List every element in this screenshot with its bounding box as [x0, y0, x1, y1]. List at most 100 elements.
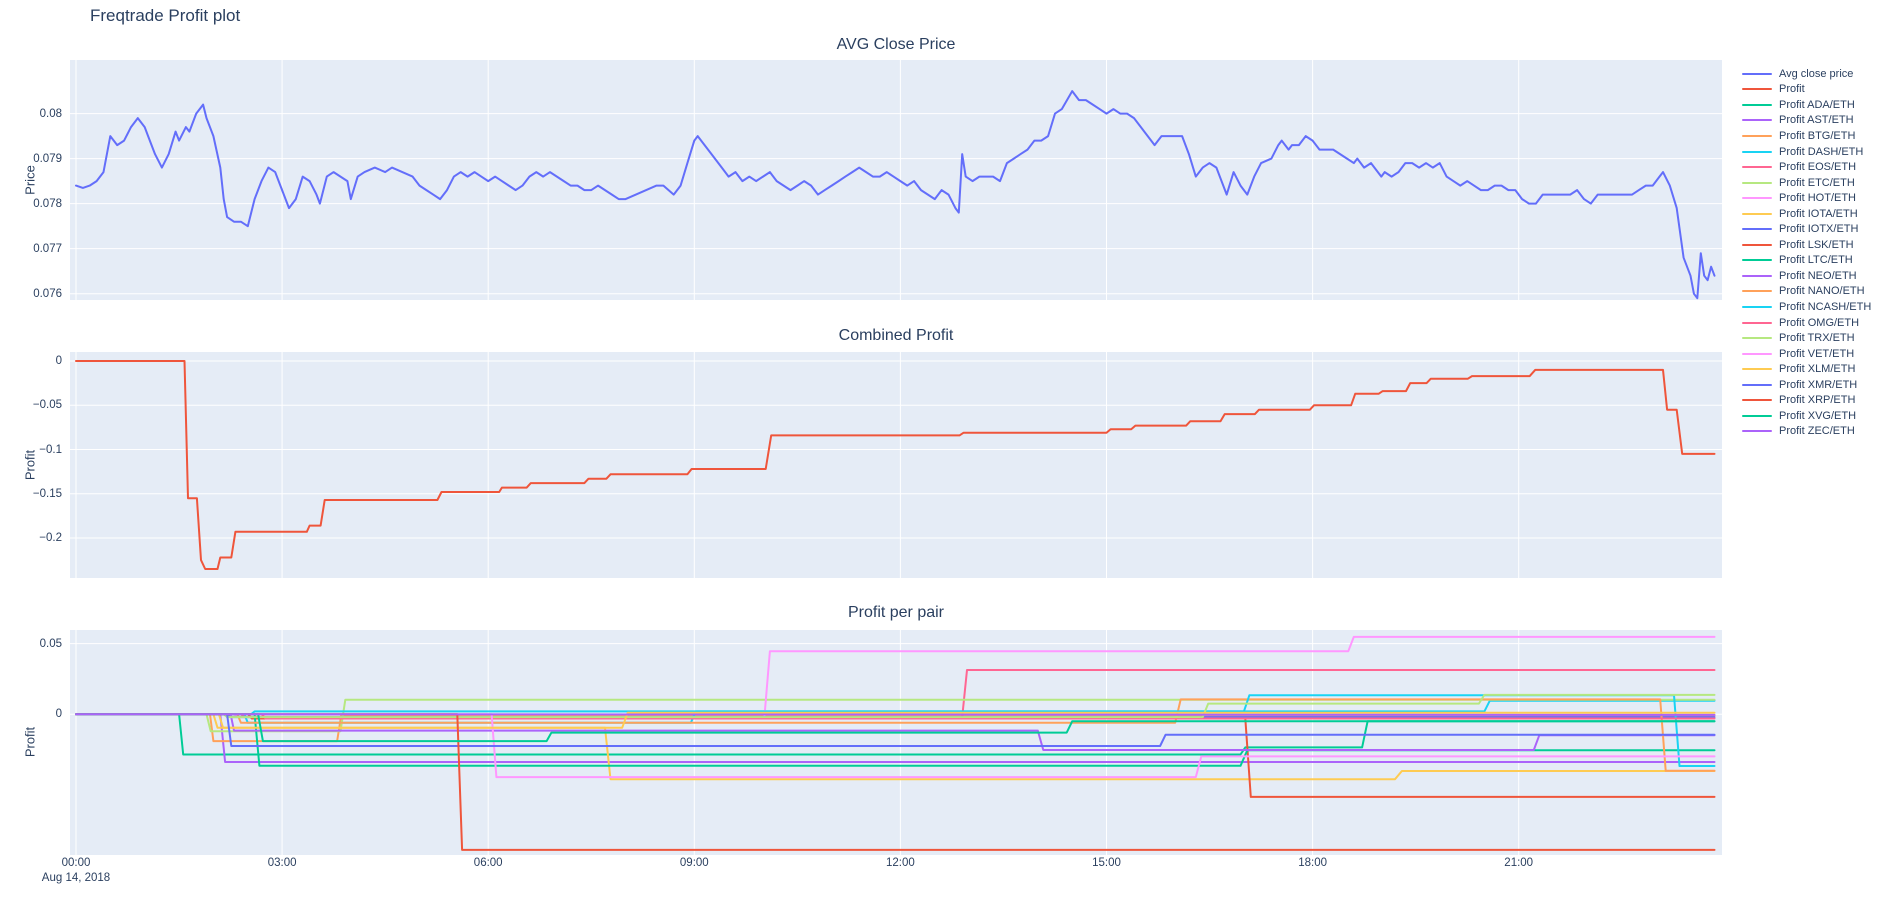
y-tick-label: 0: [55, 355, 62, 368]
legend-item-btg[interactable]: Profit BTG/ETH: [1742, 128, 1871, 144]
legend-item-xmr[interactable]: Profit XMR/ETH: [1742, 377, 1871, 393]
legend-label-ncash: Profit NCASH/ETH: [1779, 300, 1872, 313]
legend-item-vet[interactable]: Profit VET/ETH: [1742, 346, 1871, 362]
x-tick-label: 09:00: [679, 857, 709, 869]
x-tick-label: 03:00: [267, 857, 297, 869]
series-line-profit-xvg-eth[interactable]: [75, 713, 1716, 743]
x-tick-label: 21:00: [1504, 857, 1534, 869]
y-tick-label: 0.08: [39, 107, 62, 120]
y-tick-label: −0.1: [39, 443, 62, 456]
legend-swatch-xlm: [1742, 368, 1772, 371]
legend-swatch-hot: [1742, 197, 1772, 200]
y-axis-title-profit-pairs: Profit: [22, 726, 38, 758]
legend-swatch-xmr: [1742, 383, 1772, 386]
legend-label-ltc: Profit LTC/ETH: [1779, 254, 1853, 267]
legend-item-omg[interactable]: Profit OMG/ETH: [1742, 315, 1871, 331]
legend-swatch-xrp: [1742, 399, 1772, 402]
plot-area-1[interactable]: [70, 352, 1722, 578]
y-tick-label: −0.05: [32, 399, 62, 412]
legend-swatch-xvg: [1742, 414, 1772, 417]
legend-label-profit: Profit: [1779, 83, 1805, 96]
legend-swatch-nano: [1742, 290, 1772, 293]
x-tick-label: 06:00: [473, 857, 503, 869]
series-line-profit[interactable]: [75, 360, 1716, 570]
legend-swatch-btg: [1742, 134, 1772, 137]
legend-item-ada[interactable]: Profit ADA/ETH: [1742, 97, 1871, 113]
legend-item-iotx[interactable]: Profit IOTX/ETH: [1742, 221, 1871, 237]
legend-label-dash: Profit DASH/ETH: [1779, 145, 1864, 158]
legend-item-nano[interactable]: Profit NANO/ETH: [1742, 284, 1871, 300]
legend-item-xrp[interactable]: Profit XRP/ETH: [1742, 392, 1871, 408]
legend-item-ast[interactable]: Profit AST/ETH: [1742, 113, 1871, 129]
legend-item-dash[interactable]: Profit DASH/ETH: [1742, 144, 1871, 160]
plot-area-2[interactable]: [70, 630, 1722, 855]
series-line-profit-iota-eth[interactable]: [75, 713, 1716, 781]
plot-area-0[interactable]: [70, 60, 1722, 300]
legend-item-hot[interactable]: Profit HOT/ETH: [1742, 190, 1871, 206]
x-tick-label: 00:00: [61, 857, 91, 869]
legend-label-btg: Profit BTG/ETH: [1779, 129, 1856, 142]
legend-swatch-neo: [1742, 274, 1772, 277]
legend-label-iota: Profit IOTA/ETH: [1779, 207, 1858, 220]
legend-swatch-eos: [1742, 166, 1772, 169]
legend-item-trx[interactable]: Profit TRX/ETH: [1742, 330, 1871, 346]
legend-item-neo[interactable]: Profit NEO/ETH: [1742, 268, 1871, 284]
y-tick-label: 0.077: [33, 242, 62, 255]
legend-label-nano: Profit NANO/ETH: [1779, 285, 1865, 298]
legend-swatch-ada: [1742, 103, 1772, 106]
page-title: Freqtrade Profit plot: [90, 6, 241, 25]
legend-swatch-profit: [1742, 88, 1772, 91]
legend-label-avg-close-price: Avg close price: [1779, 67, 1854, 80]
legend-label-zec: Profit ZEC/ETH: [1779, 425, 1855, 438]
series-line-avg-close-price[interactable]: [75, 90, 1716, 300]
legend-label-eos: Profit EOS/ETH: [1779, 161, 1857, 174]
x-tick-label: 15:00: [1092, 857, 1121, 869]
legend-swatch-vet: [1742, 352, 1772, 355]
panel-title-profit-per-pair: Profit per pair: [847, 604, 945, 621]
legend-item-lsk[interactable]: Profit LSK/ETH: [1742, 237, 1871, 253]
legend-item-etc[interactable]: Profit ETC/ETH: [1742, 175, 1871, 191]
panel-title-combined-profit: Combined Profit: [838, 327, 954, 344]
legend-swatch-omg: [1742, 321, 1772, 324]
y-tick-label: 0: [55, 708, 62, 721]
legend-label-xlm: Profit XLM/ETH: [1779, 363, 1856, 376]
y-tick-label: −0.2: [39, 532, 62, 544]
y-tick-label: 0.076: [33, 287, 62, 300]
x-tick-label: 18:00: [1298, 857, 1327, 869]
x-tick-label: 12:00: [886, 857, 915, 869]
legend-swatch-iota: [1742, 212, 1772, 215]
legend-label-omg: Profit OMG/ETH: [1779, 316, 1860, 329]
legend-item-ltc[interactable]: Profit LTC/ETH: [1742, 253, 1871, 269]
legend-label-trx: Profit TRX/ETH: [1779, 332, 1855, 345]
legend-swatch-etc: [1742, 181, 1772, 184]
legend-item-xlm[interactable]: Profit XLM/ETH: [1742, 361, 1871, 377]
legend: Avg close price Profit Profit ADA/ETH Profi…: [1742, 66, 1871, 439]
legend-label-hot: Profit HOT/ETH: [1779, 192, 1857, 205]
legend-swatch-zec: [1742, 430, 1772, 433]
legend-swatch-lsk: [1742, 243, 1772, 246]
series-line-profit-zec-eth[interactable]: [75, 713, 1716, 716]
legend-swatch-iotx: [1742, 228, 1772, 231]
panel-title-avg-close-price: AVG Close Price: [836, 36, 956, 53]
legend-label-xrp: Profit XRP/ETH: [1779, 394, 1856, 407]
legend-label-neo: Profit NEO/ETH: [1779, 269, 1857, 282]
legend-label-lsk: Profit LSK/ETH: [1779, 238, 1854, 251]
legend-item-zec[interactable]: Profit ZEC/ETH: [1742, 424, 1871, 440]
y-axis-title-price: Price: [22, 165, 38, 195]
legend-item-avg-close-price[interactable]: Avg close price: [1742, 66, 1871, 82]
legend-swatch-dash: [1742, 150, 1772, 153]
x-axis-date-label: Aug 14, 2018: [41, 872, 111, 884]
legend-item-iota[interactable]: Profit IOTA/ETH: [1742, 206, 1871, 222]
legend-swatch-avg-close-price: [1742, 72, 1772, 75]
legend-swatch-ast: [1742, 119, 1772, 122]
legend-item-eos[interactable]: Profit EOS/ETH: [1742, 159, 1871, 175]
y-tick-label: −0.15: [32, 487, 62, 500]
legend-item-ncash[interactable]: Profit NCASH/ETH: [1742, 299, 1871, 315]
legend-item-profit[interactable]: Profit: [1742, 82, 1871, 98]
legend-item-xvg[interactable]: Profit XVG/ETH: [1742, 408, 1871, 424]
legend-label-ada: Profit ADA/ETH: [1779, 98, 1855, 111]
legend-swatch-ltc: [1742, 259, 1772, 262]
legend-label-xvg: Profit XVG/ETH: [1779, 409, 1857, 422]
y-tick-label: 0.079: [33, 152, 62, 165]
